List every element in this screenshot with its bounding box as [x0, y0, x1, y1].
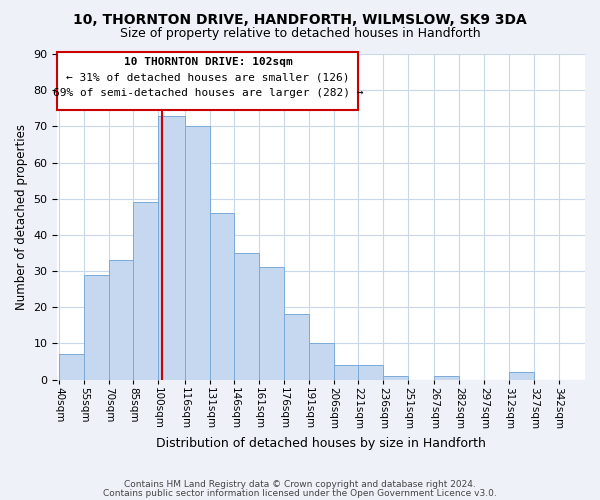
Bar [509, 372, 534, 380]
Bar [185, 126, 209, 380]
Bar [158, 116, 185, 380]
Bar [84, 274, 109, 380]
Text: 10, THORNTON DRIVE, HANDFORTH, WILMSLOW, SK9 3DA: 10, THORNTON DRIVE, HANDFORTH, WILMSLOW,… [73, 12, 527, 26]
Bar [358, 365, 383, 380]
Bar [109, 260, 133, 380]
Bar [284, 314, 309, 380]
Bar [209, 213, 235, 380]
Bar [309, 344, 334, 380]
Bar [59, 354, 84, 380]
Text: Contains HM Land Registry data © Crown copyright and database right 2024.: Contains HM Land Registry data © Crown c… [124, 480, 476, 489]
Bar [259, 268, 284, 380]
X-axis label: Distribution of detached houses by size in Handforth: Distribution of detached houses by size … [156, 437, 486, 450]
Y-axis label: Number of detached properties: Number of detached properties [15, 124, 28, 310]
Bar [334, 365, 358, 380]
Text: ← 31% of detached houses are smaller (126): ← 31% of detached houses are smaller (12… [66, 72, 350, 83]
Text: Contains public sector information licensed under the Open Government Licence v3: Contains public sector information licen… [103, 488, 497, 498]
Bar [133, 202, 158, 380]
Text: Size of property relative to detached houses in Handforth: Size of property relative to detached ho… [119, 28, 481, 40]
Bar [383, 376, 408, 380]
Text: 10 THORNTON DRIVE: 102sqm: 10 THORNTON DRIVE: 102sqm [124, 57, 292, 67]
Bar [58, 52, 358, 110]
Bar [235, 253, 259, 380]
Text: 69% of semi-detached houses are larger (282) →: 69% of semi-detached houses are larger (… [53, 88, 363, 98]
Bar [434, 376, 460, 380]
